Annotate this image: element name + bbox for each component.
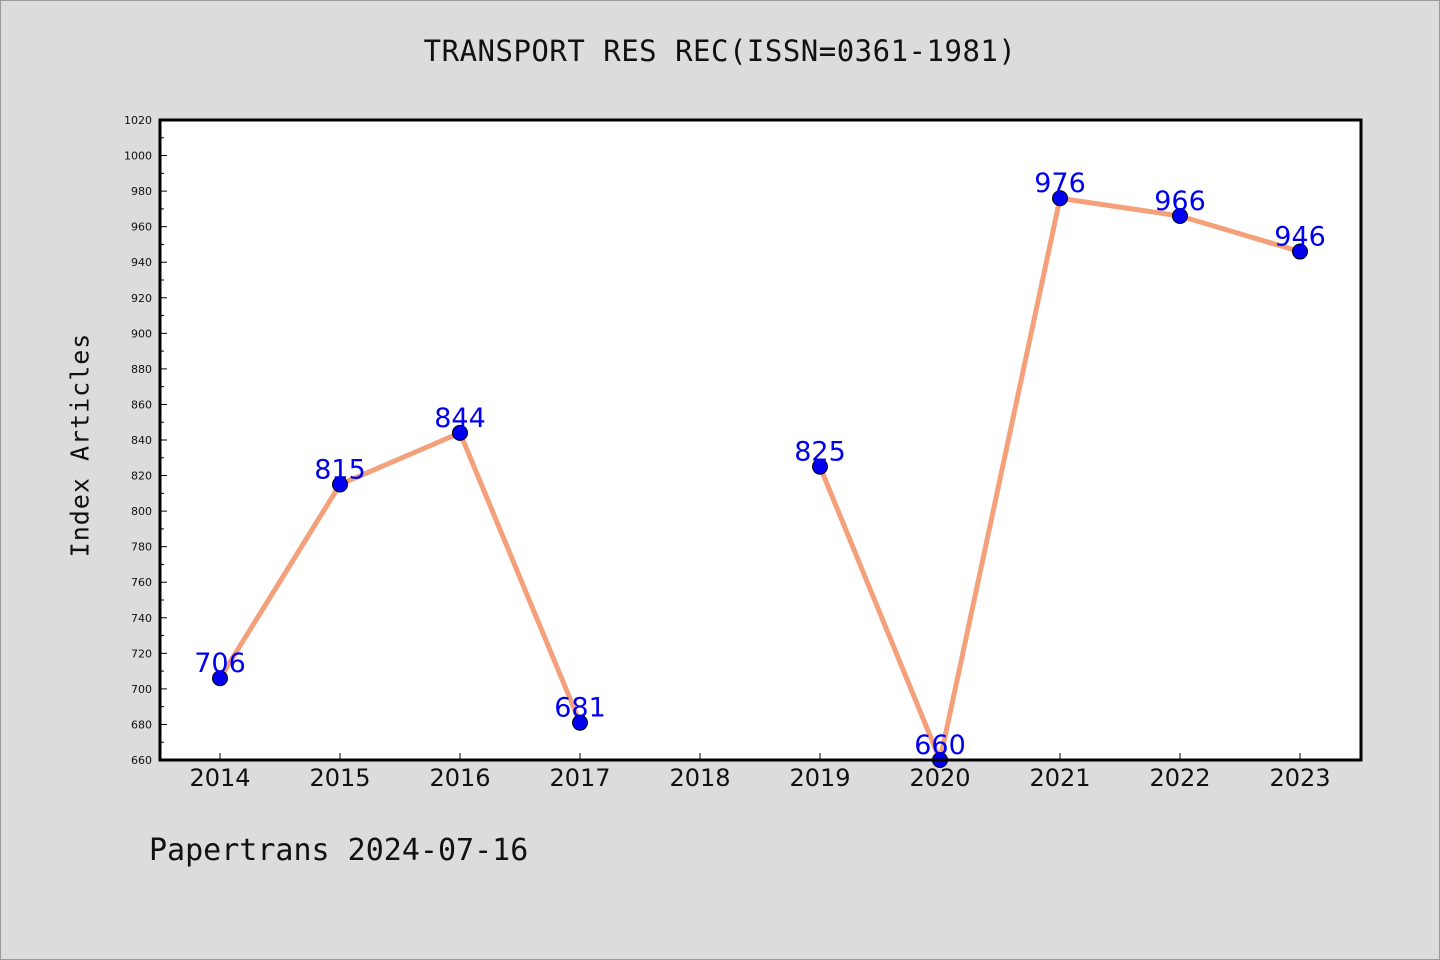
data-point-2014	[212, 670, 228, 687]
data-label-2020: 660	[914, 730, 966, 761]
y-tick-label-860: 860	[131, 398, 152, 411]
data-label-2016: 844	[434, 403, 486, 434]
y-tick-label-820: 820	[131, 470, 152, 483]
x-tick-label-2016: 2016	[429, 764, 490, 792]
y-tick-label-920: 920	[131, 292, 152, 305]
x-tick-label-2014: 2014	[189, 764, 250, 792]
x-tick-label-2023: 2023	[1269, 764, 1330, 792]
y-tick-label-680: 680	[131, 718, 152, 731]
data-label-2017: 681	[554, 693, 606, 724]
data-label-2021: 976	[1034, 168, 1086, 199]
data-point-2021	[1052, 190, 1068, 207]
y-axis: 660 680 700 720 740 760 780 800 820 840 860 880 900 9…	[124, 114, 167, 767]
footer-stamp: Papertrans 2024-07-16	[149, 833, 529, 868]
data-point-2015	[332, 476, 348, 493]
y-tick-label-780: 780	[131, 541, 152, 554]
data-point-2022	[1172, 208, 1188, 224]
x-tick-label-2017: 2017	[549, 764, 610, 792]
data-label-2023: 946	[1274, 222, 1326, 253]
plot-border	[158, 118, 1363, 762]
y-tick-label-940: 940	[131, 256, 152, 269]
data-point-2019	[812, 458, 828, 475]
y-tick-label-880: 880	[131, 363, 152, 376]
x-tick-label-2018: 2018	[669, 764, 730, 792]
data-label-2022: 966	[1154, 186, 1206, 217]
data-labels: 706 815 844 681 825 660 976 966 946	[194, 168, 1326, 761]
y-tick-label-740: 740	[131, 612, 152, 625]
chart-title: TRANSPORT RES REC(ISSN=0361-1981)	[423, 34, 1017, 68]
y-tick-label-800: 800	[131, 505, 152, 518]
y-tick-label-1000: 1000	[124, 150, 152, 163]
y-tick-label-760: 760	[131, 576, 152, 589]
y-tick-label-900: 900	[131, 327, 152, 340]
x-tick-label-2021: 2021	[1029, 764, 1090, 792]
y-tick-label-700: 700	[131, 683, 152, 696]
x-tick-label-2015: 2015	[309, 764, 370, 792]
x-tick-label-2022: 2022	[1149, 764, 1210, 792]
data-label-2015: 815	[314, 454, 366, 485]
x-axis: 2014 2015 2016 2017 2018 2019 2020 2021 2022 2023	[189, 753, 1331, 792]
data-point-2016	[452, 424, 468, 441]
y-tick-label-980: 980	[131, 185, 152, 198]
data-label-2014: 706	[194, 648, 246, 679]
plot-area	[160, 120, 1361, 760]
y-tick-label-1020: 1020	[124, 114, 152, 127]
y-tick-label-960: 960	[131, 221, 152, 234]
series-line-segment-1	[217, 430, 583, 724]
x-tick-label-2019: 2019	[789, 764, 850, 792]
x-tick-label-2020: 2020	[909, 764, 970, 792]
data-point-2023	[1292, 243, 1308, 260]
y-tick-label-720: 720	[131, 647, 152, 660]
data-point-2017	[572, 714, 588, 731]
y-tick-label-660: 660	[131, 754, 152, 767]
y-tick-label-840: 840	[131, 434, 152, 447]
data-label-2019: 825	[794, 437, 846, 468]
